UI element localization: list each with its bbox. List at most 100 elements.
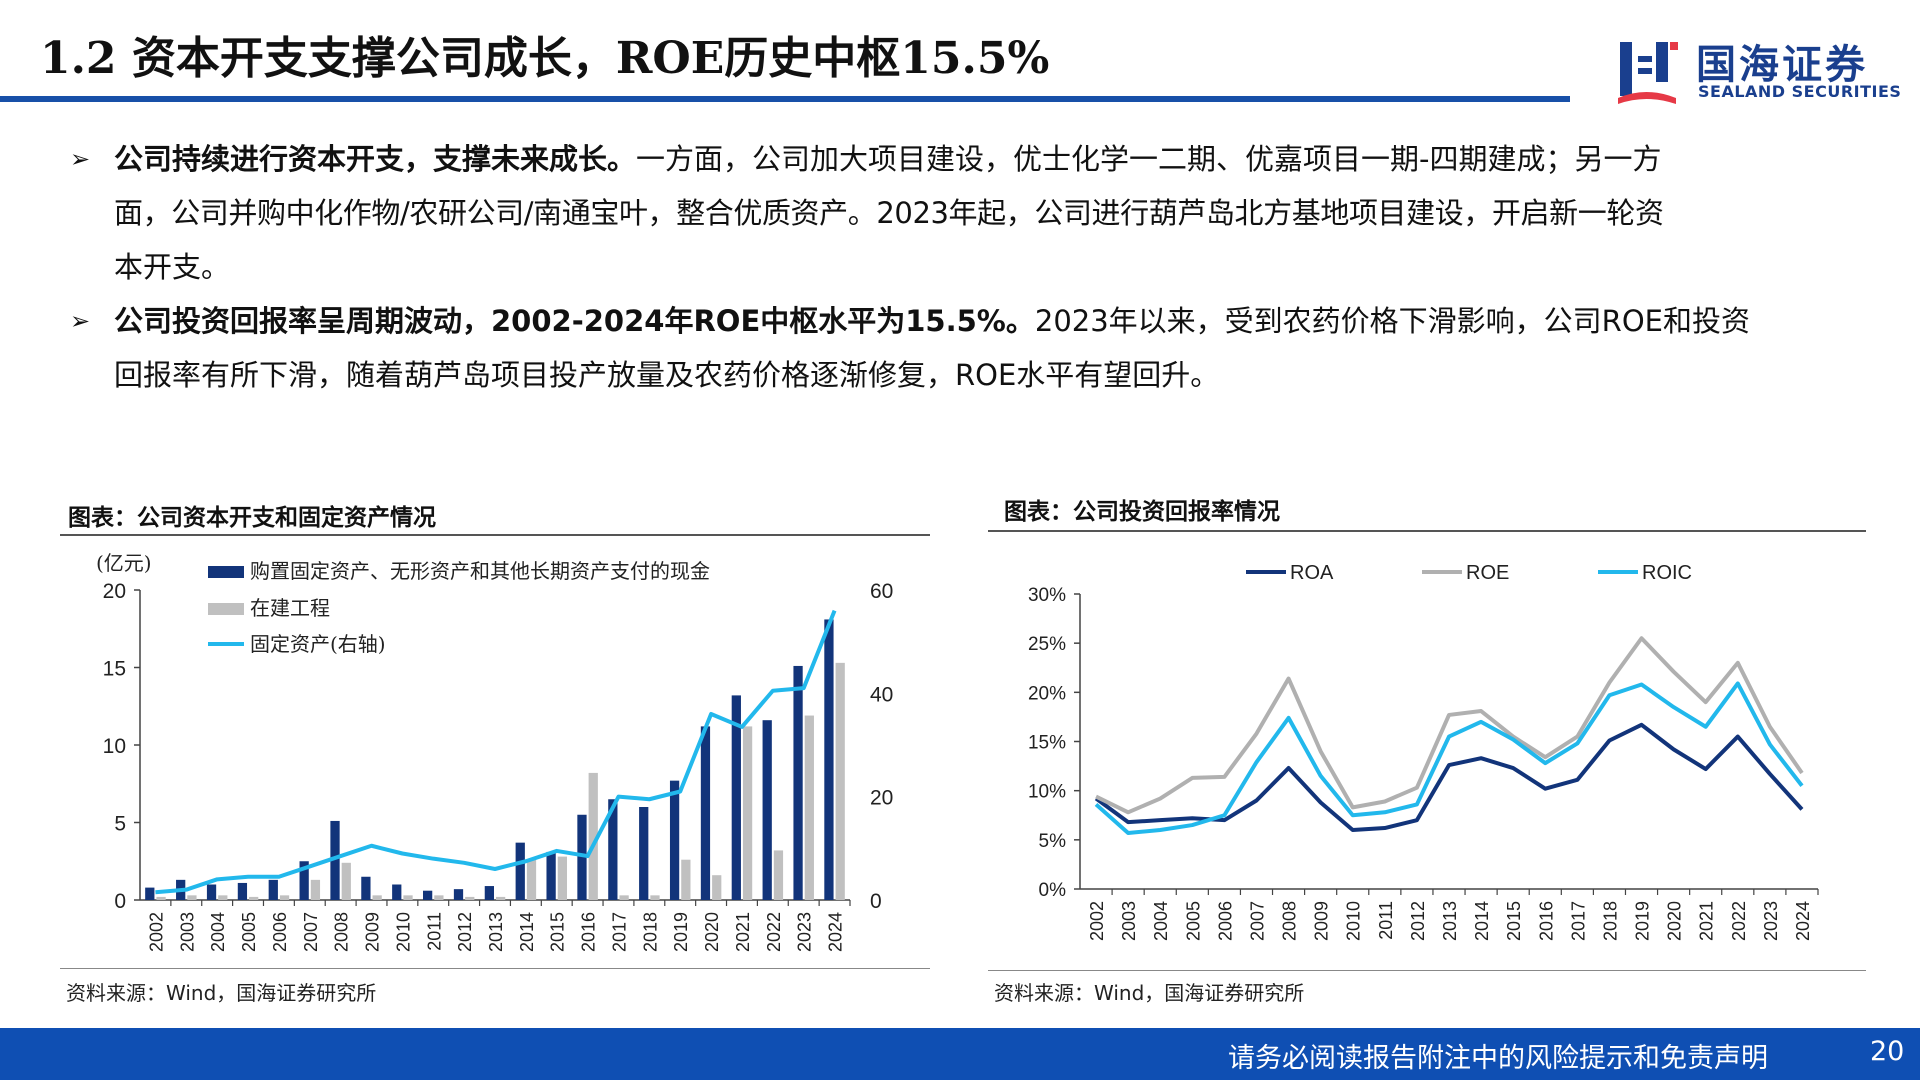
- bullet-bold: 公司持续进行资本开支，支撑未来成长。: [114, 142, 637, 176]
- cip-bar: [372, 895, 382, 900]
- x-tick-label: 2016: [1536, 901, 1556, 941]
- legend-label-roe: ROE: [1466, 562, 1509, 584]
- y-tick-label: 30%: [1028, 585, 1066, 606]
- x-tick-label: 2007: [301, 912, 321, 952]
- cip-bar: [249, 896, 259, 900]
- capex-bar: [268, 879, 278, 900]
- x-tick-label: 2023: [795, 912, 815, 952]
- right-chart-source: 资料来源：Wind，国海证券研究所: [994, 981, 1305, 1005]
- right-bottom-rule: [988, 970, 1866, 971]
- bullet-line: 2023年以来，受到农药价格下滑影响，公司ROE和投资: [1034, 304, 1750, 338]
- cip-bar: [835, 662, 845, 900]
- footer-bar: 请务必阅读报告附注中的风险提示和免责声明 20: [0, 1028, 1920, 1080]
- cip-bar: [496, 896, 506, 900]
- y-tick-label: 5%: [1039, 831, 1067, 852]
- y-tick-label: 15%: [1028, 733, 1066, 754]
- cip-bar: [526, 859, 537, 900]
- cip-bar: [681, 859, 691, 900]
- x-tick-label: 2009: [363, 912, 383, 952]
- cip-bar: [218, 895, 228, 900]
- y-tick-label: 10%: [1028, 782, 1066, 803]
- x-tick-label: 2015: [1504, 901, 1524, 941]
- bullet-list: ➢ 公司持续进行资本开支，支撑未来成长。一方面，公司加大项目建设，优士化学一二期…: [70, 132, 1860, 402]
- y-tick-label-right: 60: [870, 580, 893, 603]
- cip-bar: [557, 856, 567, 900]
- cip-bar: [187, 895, 197, 900]
- x-tick-label: 2023: [1761, 901, 1781, 941]
- right-chart-title: 图表：公司投资回报率情况: [1004, 498, 1280, 525]
- cip-bar: [465, 896, 475, 900]
- left-chart-source: 资料来源：Wind，国海证券研究所: [66, 981, 377, 1005]
- capex-bar: [145, 887, 155, 900]
- x-tick-label: 2021: [733, 912, 753, 952]
- arrow-bullet-icon: ➢: [70, 145, 91, 173]
- sealand-logo-icon: [1618, 42, 1678, 104]
- x-tick-label: 2022: [764, 912, 784, 952]
- x-tick-label: 2005: [239, 912, 259, 952]
- cip-bar: [742, 726, 753, 900]
- capex-bar: [700, 726, 711, 900]
- x-tick-label: 2020: [1665, 901, 1685, 941]
- x-tick-label: 2017: [1568, 901, 1588, 941]
- x-tick-label: 2004: [208, 912, 228, 952]
- x-tick-label: 2005: [1183, 901, 1203, 941]
- capex-bar: [669, 780, 680, 900]
- logo-text-en: SEALAND SECURITIES: [1698, 82, 1902, 101]
- return-rate-chart: 0% 5% 10% 15% 20% 25% 30% 2002 2003 2004 2005 2006 2…: [1028, 562, 1819, 941]
- right-title-rule: [988, 530, 1866, 532]
- x-tick-label: 2012: [1408, 901, 1428, 941]
- capex-bar: [546, 851, 556, 900]
- cip-bar: [434, 895, 444, 900]
- y-tick-label-left: 10: [103, 735, 126, 758]
- x-tick-label: 2010: [393, 912, 413, 952]
- legend-label-cip: 在建工程: [250, 596, 330, 620]
- company-logo: 国海证券 SEALAND SECURITIES: [1616, 30, 1906, 110]
- series-line-roe: [1095, 636, 1804, 815]
- x-tick-label: 2022: [1729, 901, 1749, 941]
- legend-label-roa: ROA: [1290, 562, 1334, 584]
- x-tick-label: 2017: [609, 912, 629, 952]
- x-tick-label: 2006: [1215, 901, 1235, 941]
- legend-swatch-cip: [208, 603, 244, 615]
- x-tick-label: 2013: [1440, 901, 1460, 941]
- y-tick-label-right: 40: [870, 683, 893, 706]
- x-tick-label: 2002: [146, 912, 166, 952]
- arrow-bullet-icon: ➢: [70, 307, 91, 335]
- x-tick-label: 2015: [548, 912, 568, 952]
- cip-bar: [773, 850, 784, 900]
- page-title: 1.2 资本开支支撑公司成长，ROE历史中枢15.5%: [40, 33, 1050, 84]
- capex-bar: [361, 876, 371, 900]
- x-tick-label: 2016: [579, 912, 599, 952]
- y-tick-label-left: 20: [103, 580, 126, 603]
- left-chart-title: 图表：公司资本开支和固定资产情况: [68, 504, 436, 531]
- bullet-item: ➢ 公司持续进行资本开支，支撑未来成长。一方面，公司加大项目建设，优士化学一二期…: [70, 132, 1860, 294]
- cip-bar: [588, 772, 598, 900]
- y-tick-label-right: 20: [870, 787, 893, 810]
- legend-label-fixed-assets: 固定资产(右轴): [250, 632, 386, 656]
- x-tick-label: 2024: [826, 912, 846, 952]
- capex-bar: [330, 820, 340, 900]
- logo-text-cn: 国海证券: [1696, 42, 1868, 88]
- y-tick-label-left: 0: [114, 890, 126, 913]
- y-tick-label: 0%: [1039, 880, 1067, 901]
- capex-bar: [423, 890, 433, 900]
- x-tick-label: 2011: [1376, 901, 1396, 940]
- x-tick-label: 2019: [671, 912, 691, 952]
- cip-bar: [279, 895, 290, 900]
- capex-bar: [206, 884, 217, 900]
- x-tick-label: 2020: [702, 912, 722, 952]
- x-tick-label: 2010: [1344, 901, 1364, 941]
- x-tick-label: 2008: [332, 912, 352, 952]
- bullet-line: 本开支。: [114, 250, 231, 284]
- bullet-bold: 公司投资回报率呈周期波动，2002-2024年ROE中枢水平为15.5%。: [114, 304, 1035, 338]
- title-underline: [0, 96, 1570, 102]
- capex-bar: [453, 889, 464, 900]
- legend-label-roic: ROIC: [1642, 562, 1692, 584]
- capex-bar: [392, 884, 402, 900]
- legend-label-capex: 购置固定资产、无形资产和其他长期资产支付的现金: [250, 559, 710, 583]
- x-tick-label: 2008: [1280, 901, 1300, 941]
- bullet-line: 回报率有所下滑，随着葫芦岛项目投产放量及农药价格逐渐修复，ROE水平有望回升。: [114, 358, 1220, 392]
- cip-bar: [156, 896, 166, 900]
- x-tick-label: 2024: [1793, 901, 1813, 941]
- x-tick-label: 2014: [1472, 901, 1492, 941]
